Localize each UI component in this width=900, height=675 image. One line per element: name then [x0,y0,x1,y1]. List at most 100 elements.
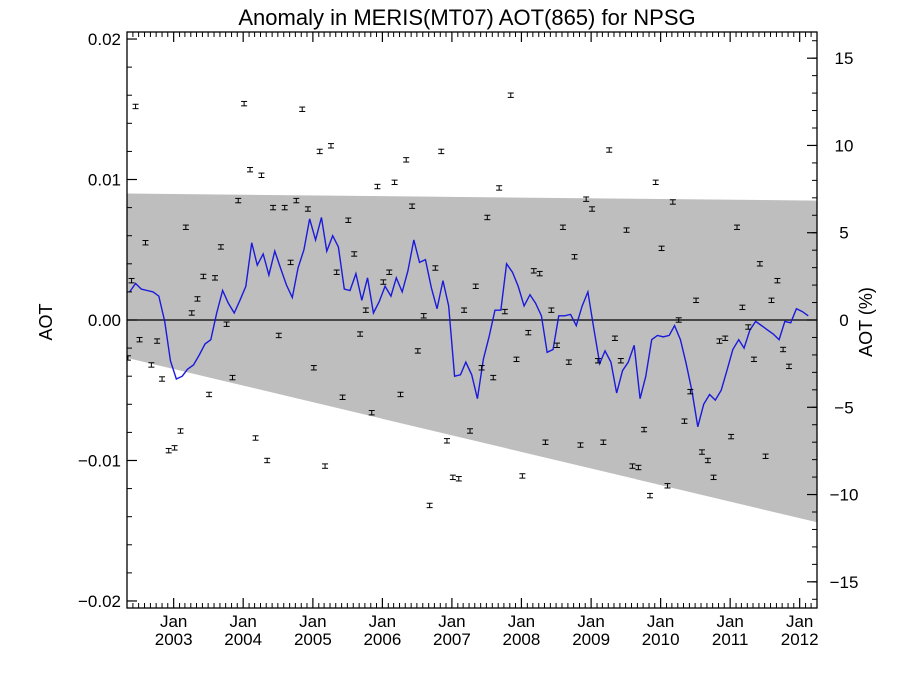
y-right-tick-label: 0 [839,311,848,330]
data-point [716,338,723,344]
data-point [507,92,514,98]
data-point [432,265,439,271]
data-point [519,473,526,479]
x-tick-label-month: Jan [369,612,396,631]
data-point [374,183,381,190]
data-point [409,203,416,209]
data-point [728,433,735,440]
x-tick-label-month: Jan [577,612,604,631]
data-point [646,492,653,499]
x-tick-label-month: Jan [716,612,743,631]
chart-title: Anomaly in MERIS(MT07) AOT(865) for NPSG [238,5,695,30]
confidence-band [127,193,817,523]
data-point [478,365,485,371]
y-axis-label-right: AOT (%) [856,287,876,357]
data-point [391,179,398,186]
data-point [159,376,166,382]
x-tick-label-year: 2003 [155,630,193,649]
data-point [128,277,135,284]
data-point [426,502,433,509]
data-point [264,457,271,464]
x-tick-label-month: Jan [229,612,256,631]
data-point [258,172,265,178]
data-point [182,224,189,230]
data-point [310,365,317,371]
data-point [681,418,688,424]
data-point [275,332,282,339]
data-point [235,197,242,204]
y-right-tick-label: 10 [835,136,854,155]
data-point [589,206,596,212]
x-tick-label-year: 2005 [294,630,332,649]
x-tick-label-year: 2010 [642,630,680,649]
x-tick-label-month: Jan [508,612,535,631]
data-point [571,254,578,260]
data-point [386,269,393,275]
data-point [710,474,717,481]
data-point [606,147,613,153]
data-point [200,273,207,280]
data-point [461,307,468,313]
data-point [750,356,757,363]
data-point [362,307,369,313]
x-tick-label-year: 2011 [712,630,749,649]
y-left-tick-label: 0.01 [88,171,121,190]
data-point [304,206,311,212]
data-point [127,355,131,361]
x-tick-label-year: 2004 [224,630,262,649]
data-point [229,374,236,381]
data-point [652,179,659,186]
data-point [786,363,793,370]
data-point [536,270,543,277]
data-point [438,148,445,155]
data-point [577,442,584,448]
data-point [443,438,450,444]
data-point [188,310,195,316]
y-left-tick-label: −0.01 [78,451,121,470]
data-point [484,214,491,221]
data-point [136,336,143,343]
data-point [345,217,352,223]
data-point [299,106,306,112]
data-point [467,428,474,434]
data-point [333,269,340,275]
y-right-tick-label: −15 [830,573,859,592]
data-point [148,362,155,368]
x-tick-label-month: Jan [786,612,813,631]
data-point [641,426,648,433]
data-point [414,348,421,354]
y-axis-label-left: AOT [36,303,56,340]
data-point [600,439,607,445]
y-left-tick-label: −0.02 [78,592,121,611]
data-point [316,148,323,155]
x-tick-label-month: Jan [647,612,674,631]
data-point [206,391,213,398]
x-tick-label-month: Jan [299,612,326,631]
data-point [472,283,479,289]
data-point [594,358,601,364]
x-tick-label-year: 2007 [433,630,471,649]
data-point [542,439,549,445]
y-right-tick-label: 15 [835,49,854,68]
data-point [293,197,300,204]
data-point [270,204,277,211]
data-point [669,199,676,205]
y-left-tick-label: 0.00 [88,311,121,330]
data-point [687,388,694,395]
plot-inner [127,92,817,523]
data-point [247,166,254,173]
data-point [165,447,172,454]
data-point [403,157,410,163]
data-point [698,449,705,455]
data-point [490,374,497,381]
data-point [177,428,184,434]
data-point [664,483,671,489]
data-point [513,356,520,363]
data-point [397,391,404,398]
data-point [455,476,462,482]
data-point [780,346,787,353]
data-point [420,313,427,319]
x-tick-label-month: Jan [438,612,465,631]
data-point [745,324,752,330]
